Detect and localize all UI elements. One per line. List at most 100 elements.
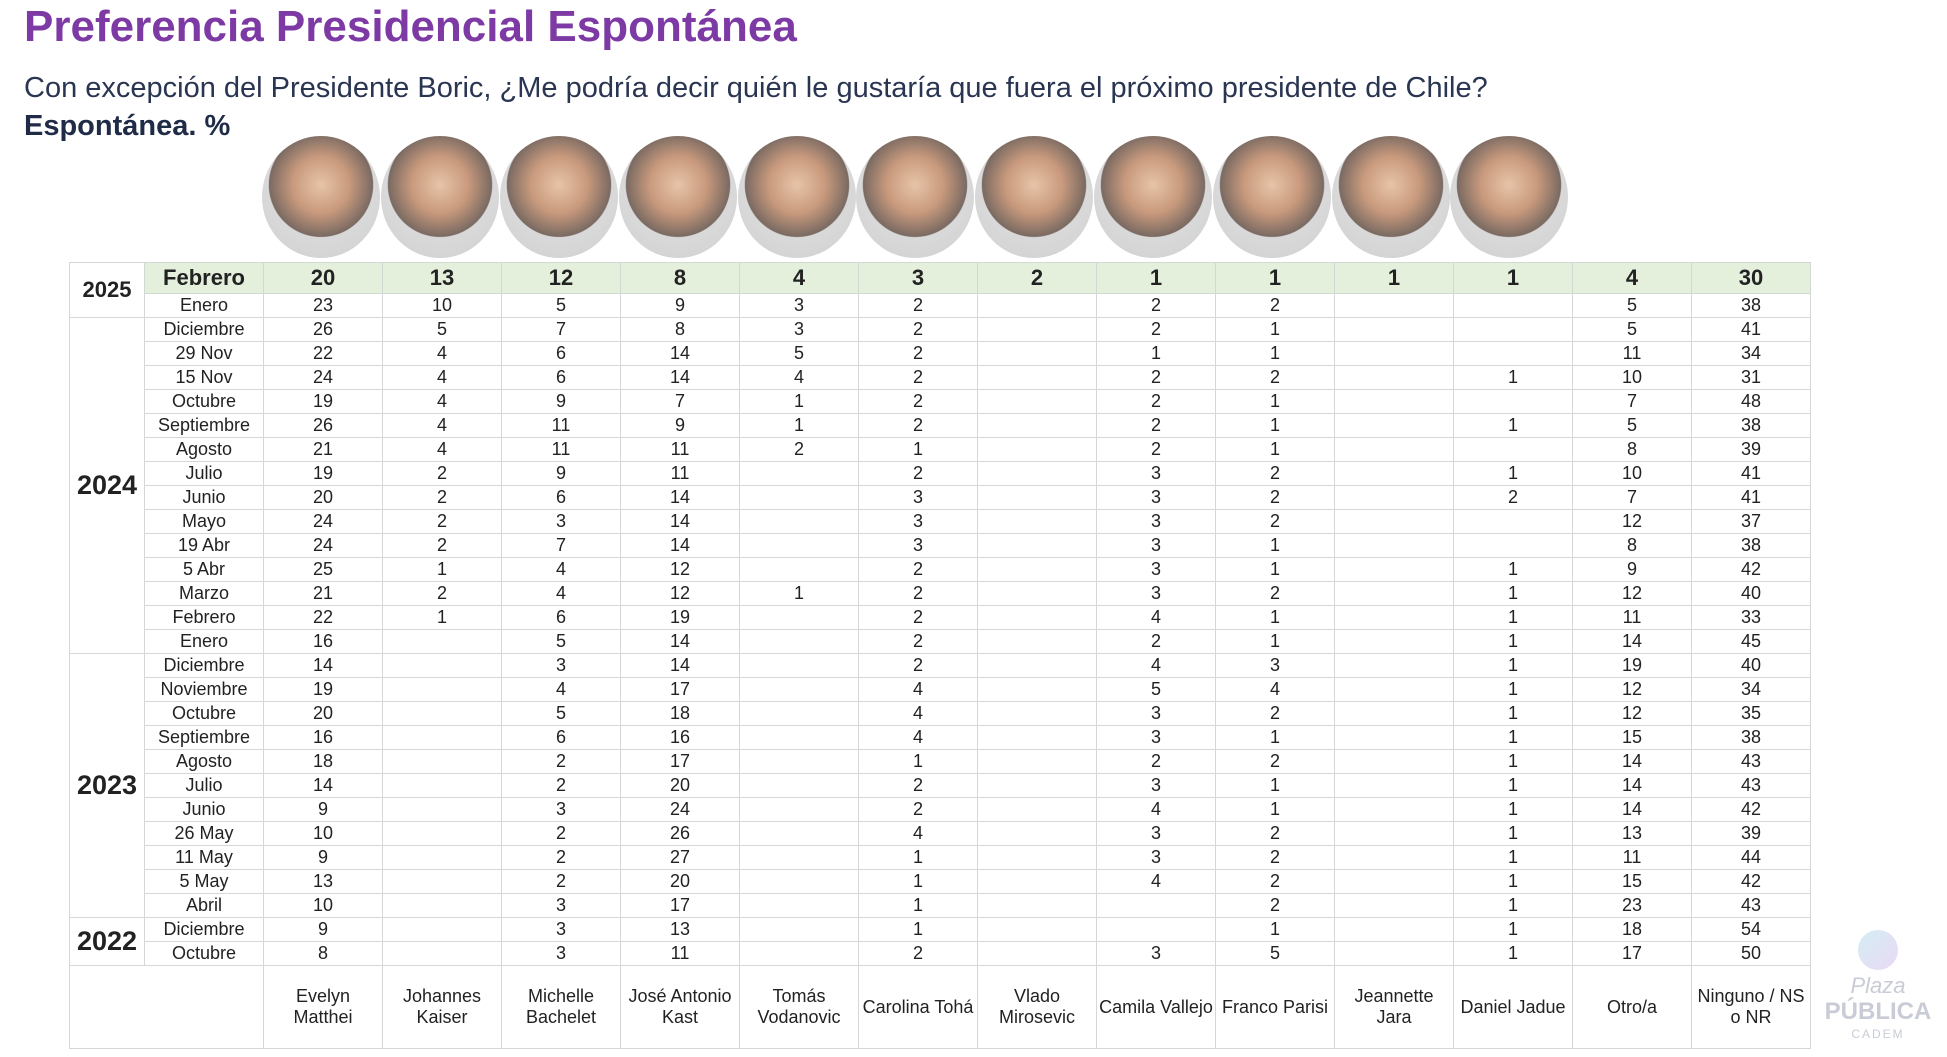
value-cell: 1 bbox=[1215, 605, 1335, 630]
value-cell: 1 bbox=[1453, 797, 1573, 822]
value-cell: 16 bbox=[263, 725, 383, 750]
value-cell: 5 bbox=[1215, 941, 1335, 966]
value-cell: 2 bbox=[1096, 317, 1216, 342]
value-cell: 18 bbox=[620, 701, 740, 726]
value-cell: 4 bbox=[1215, 677, 1335, 702]
value-cell: 1 bbox=[1215, 725, 1335, 750]
value-cell: 3 bbox=[1096, 557, 1216, 582]
value-cell: 1 bbox=[739, 389, 859, 414]
value-cell: 3 bbox=[501, 917, 621, 942]
value-cell: 3 bbox=[1215, 653, 1335, 678]
value-cell: 1 bbox=[1453, 653, 1573, 678]
value-cell: 2 bbox=[1215, 845, 1335, 870]
value-cell: 41 bbox=[1691, 317, 1811, 342]
value-cell: 23 bbox=[263, 293, 383, 318]
value-cell: 9 bbox=[263, 917, 383, 942]
candidate-photo bbox=[975, 136, 1094, 260]
value-cell: 4 bbox=[382, 365, 502, 390]
candidate-photos-row bbox=[262, 136, 1569, 260]
value-cell: 8 bbox=[620, 317, 740, 342]
value-cell: 2 bbox=[739, 437, 859, 462]
value-cell: 14 bbox=[1572, 749, 1692, 774]
candidate-photo bbox=[381, 136, 500, 260]
value-cell bbox=[977, 941, 1097, 966]
value-cell: 2 bbox=[858, 293, 978, 318]
question-text: Con excepción del Presidente Boric, ¿Me … bbox=[24, 72, 1488, 104]
value-cell: 4 bbox=[858, 677, 978, 702]
value-cell: 5 bbox=[739, 341, 859, 366]
value-cell: 6 bbox=[501, 725, 621, 750]
value-cell bbox=[739, 653, 859, 678]
value-cell: 2 bbox=[1215, 461, 1335, 486]
value-cell: 2 bbox=[858, 389, 978, 414]
value-cell: 5 bbox=[382, 317, 502, 342]
value-cell: 9 bbox=[620, 413, 740, 438]
value-cell: 17 bbox=[620, 749, 740, 774]
value-cell bbox=[739, 821, 859, 846]
value-cell: 5 bbox=[1096, 677, 1216, 702]
value-cell bbox=[382, 725, 502, 750]
value-cell bbox=[739, 461, 859, 486]
candidate-portrait-icon bbox=[737, 136, 856, 258]
value-cell: 1 bbox=[1453, 262, 1573, 294]
value-cell: 3 bbox=[739, 317, 859, 342]
value-cell: 1 bbox=[1453, 677, 1573, 702]
month-cell: Septiembre bbox=[144, 725, 264, 750]
month-cell: Febrero bbox=[144, 262, 264, 294]
year-cell: 2022 bbox=[69, 917, 145, 966]
value-cell: 1 bbox=[1453, 773, 1573, 798]
value-cell: 20 bbox=[620, 869, 740, 894]
value-cell: 41 bbox=[1691, 461, 1811, 486]
value-cell bbox=[739, 797, 859, 822]
candidate-photo bbox=[1212, 136, 1331, 260]
value-cell: 2 bbox=[501, 821, 621, 846]
latest-row: 2025 Febrero 20 13 12 8 4 3 2 1 1 1 1 4 30 bbox=[69, 262, 1811, 318]
value-cell: 24 bbox=[263, 509, 383, 534]
value-cell: 2 bbox=[501, 773, 621, 798]
candidate-photo bbox=[499, 136, 619, 260]
value-cell: 11 bbox=[501, 413, 621, 438]
value-cell: 1 bbox=[858, 917, 978, 942]
month-cell: Marzo bbox=[144, 581, 264, 606]
value-cell bbox=[1334, 581, 1454, 606]
value-cell: 2 bbox=[858, 653, 978, 678]
value-cell: 17 bbox=[1572, 941, 1692, 966]
value-cell bbox=[1453, 437, 1573, 462]
value-cell: 1 bbox=[1215, 557, 1335, 582]
value-cell: 4 bbox=[382, 389, 502, 414]
empty-cell bbox=[69, 965, 264, 1049]
cadem-logo-icon bbox=[1858, 930, 1898, 970]
value-cell: 15 bbox=[1572, 869, 1692, 894]
value-cell: 39 bbox=[1691, 821, 1811, 846]
value-cell: 3 bbox=[858, 509, 978, 534]
value-cell: 8 bbox=[263, 941, 383, 966]
value-cell: 30 bbox=[1691, 262, 1811, 294]
month-cell: Octubre bbox=[144, 389, 264, 414]
value-cell: 1 bbox=[1453, 917, 1573, 942]
candidate-photo bbox=[1093, 136, 1213, 260]
value-cell bbox=[977, 317, 1097, 342]
value-cell bbox=[1453, 533, 1573, 558]
value-cell bbox=[1453, 509, 1573, 534]
value-cell: 4 bbox=[1096, 869, 1216, 894]
value-cell: 5 bbox=[501, 629, 621, 654]
table-row: Julio 14 2 20 2 3 1 1 14 43 bbox=[70, 773, 1811, 798]
value-cell bbox=[977, 677, 1097, 702]
month-cell: Abril bbox=[144, 893, 264, 918]
value-cell: 1 bbox=[1096, 341, 1216, 366]
candidate-name: Jeannette Jara bbox=[1334, 965, 1454, 1049]
watermark-text: Plaza bbox=[1850, 973, 1906, 998]
value-cell: 2 bbox=[1215, 869, 1335, 894]
value-cell bbox=[1334, 389, 1454, 414]
value-cell: 7 bbox=[1572, 389, 1692, 414]
value-cell bbox=[977, 413, 1097, 438]
value-cell: 6 bbox=[501, 341, 621, 366]
value-cell: 2 bbox=[1096, 365, 1216, 390]
value-cell: 2 bbox=[977, 262, 1097, 294]
value-cell: 14 bbox=[620, 629, 740, 654]
value-cell: 11 bbox=[620, 461, 740, 486]
value-cell bbox=[382, 893, 502, 918]
value-cell: 27 bbox=[620, 845, 740, 870]
value-cell: 17 bbox=[620, 893, 740, 918]
value-cell bbox=[1453, 293, 1573, 318]
